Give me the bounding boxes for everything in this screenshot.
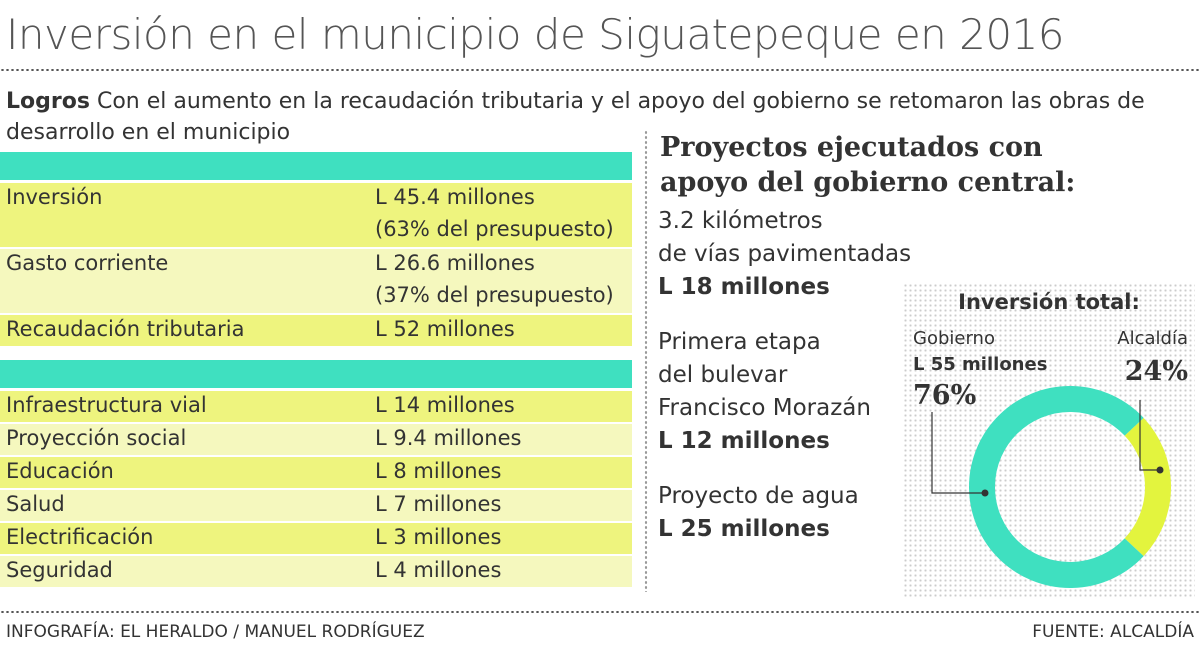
intro-text: Con el aumento en la recaudación tributa…: [6, 89, 1145, 145]
row: [0, 424, 632, 455]
row-label: Infraestructura vial: [6, 393, 207, 417]
row: [0, 249, 632, 313]
credit: INFOGRAFÍA: EL HERALDO / MANUEL RODRÍGUE…: [6, 622, 425, 642]
project-text: de vías pavimentadas: [658, 241, 912, 267]
row-label: Inversión: [6, 185, 103, 209]
project-text: del bulevar: [658, 362, 788, 388]
leader-dot: [981, 489, 989, 497]
row-label: Proyección social: [6, 426, 187, 450]
legend-label: Alcaldía: [1117, 328, 1188, 349]
project-text: Proyecto de agua: [658, 483, 859, 509]
chart-title: Inversión total:: [958, 290, 1140, 314]
row: [0, 457, 632, 488]
project-text: Francisco Morazán: [658, 395, 871, 421]
row-label: Gasto corriente: [6, 251, 169, 275]
title: Inversión en el municipio de Siguatepequ…: [6, 10, 1065, 59]
divider: [0, 610, 1200, 614]
leader-line: [1139, 400, 1160, 471]
project-text: 3.2 kilómetros: [658, 208, 823, 234]
row-value: L 7 millones: [375, 492, 502, 516]
projects-heading: apoyo del gobierno central:: [660, 167, 1076, 198]
value-label: 76%: [913, 380, 977, 411]
project-amount: L 25 millones: [658, 516, 830, 542]
row: [0, 315, 632, 346]
row-label: Recaudación tributaria: [6, 317, 245, 341]
row: [0, 523, 632, 554]
donut-segment: [969, 386, 1144, 588]
row-value: L 26.6 millones: [375, 251, 535, 275]
leader-dot: [1156, 466, 1164, 474]
row-note: (63% del presupuesto): [375, 217, 614, 241]
row-value: L 9.4 millones: [375, 426, 522, 450]
row-note: (37% del presupuesto): [375, 283, 614, 307]
leader-line: [931, 412, 985, 494]
source: FUENTE: ALCALDÍA: [1032, 622, 1194, 642]
divider: [644, 130, 648, 592]
row-label: Seguridad: [6, 558, 113, 582]
project-text: Primera etapa: [658, 329, 821, 355]
row-value: L 4 millones: [375, 558, 502, 582]
legend-label: Gobierno: [913, 328, 995, 349]
row-value: L 8 millones: [375, 459, 502, 483]
project-amount: L 18 millones: [658, 274, 830, 300]
row-label: Electrificación: [6, 525, 154, 549]
annotation: L 55 millones: [913, 354, 1048, 375]
row: [0, 391, 632, 422]
row-value: L 3 millones: [375, 525, 502, 549]
intro: Logros Con el aumento en la recaudación …: [6, 86, 1176, 148]
row-value: L 52 millones: [375, 317, 515, 341]
lead: Logros: [6, 89, 90, 114]
row: [0, 490, 632, 521]
project-amount: L 12 millones: [658, 428, 830, 454]
row-value: L 45.4 millones: [375, 185, 535, 209]
donut-segment: [1124, 417, 1171, 557]
projects-heading: Proyectos ejecutados con: [660, 132, 1043, 163]
row-label: Salud: [6, 492, 65, 516]
row: [0, 556, 632, 587]
divider: [0, 68, 1200, 72]
row: [0, 183, 632, 247]
section-bar: [0, 360, 632, 388]
row-value: L 14 millones: [375, 393, 515, 417]
section-bar: [0, 152, 632, 180]
row-label: Educación: [6, 459, 114, 483]
value-label: 24%: [1124, 356, 1188, 387]
